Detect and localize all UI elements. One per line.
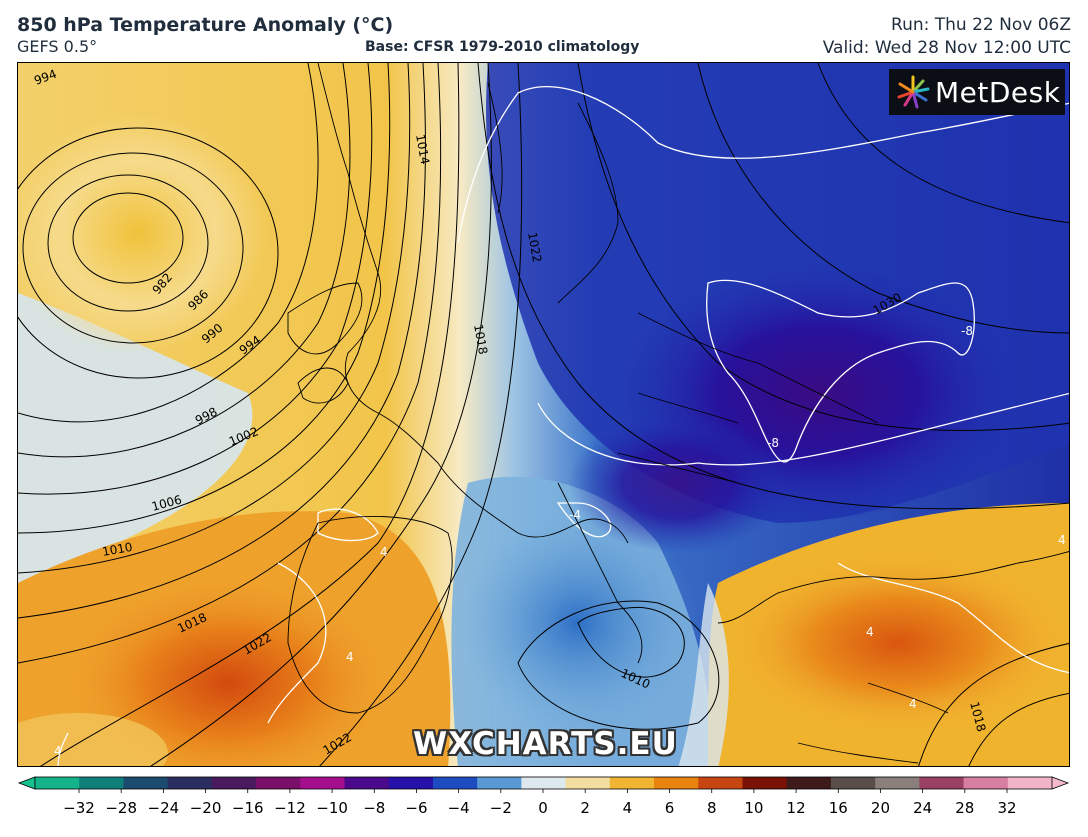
isobar-lines — [18, 63, 1069, 766]
anomaly-label-group: -8 -8 -4 4 4 4 4 4 4 — [54, 324, 1066, 758]
anomaly-label: 4 — [866, 625, 874, 639]
chart-title: 850 hPa Temperature Anomaly (°C) — [17, 14, 394, 36]
colorbar-tick-label: −6 — [405, 799, 427, 817]
colorbar-swatch — [79, 777, 124, 789]
colorbar-tick-label: 0 — [538, 799, 548, 817]
anomaly-label: 4 — [346, 650, 354, 664]
colorbar-swatch — [654, 777, 699, 789]
colorbar-tick-label: 8 — [707, 799, 717, 817]
colorbar-swatch — [1007, 777, 1053, 789]
colorbar-swatch — [300, 777, 346, 789]
valid-time-label: Valid: Wed 28 Nov 12:00 UTC — [822, 38, 1071, 58]
colorbar-frame — [34, 776, 1053, 790]
colorbar-tick-label: −16 — [232, 799, 264, 817]
colorbar-swatch — [344, 777, 390, 789]
colorbar-swatch — [963, 777, 1009, 789]
colorbar-tick-label: −12 — [274, 799, 306, 817]
colorbar-tick-label: −2 — [490, 799, 512, 817]
colorbar-swatch — [565, 777, 611, 789]
logo-text: MetDesk — [935, 75, 1061, 109]
watermark: WXCHARTS.EU — [413, 726, 678, 762]
colorbar-swatch — [698, 777, 743, 789]
anomaly-label: 4 — [380, 545, 388, 559]
colorbar-legend: −32 −28 −24 −20 −16 −12 −10 −8 −6 −4 −2 0 2 4 6 8 10 12 16… — [17, 773, 1070, 833]
colorbar-swatch — [609, 777, 655, 789]
colorbar-tick-label: 12 — [787, 799, 806, 817]
colorbar-swatch — [123, 777, 169, 789]
colorbar-tick-label: 32 — [997, 799, 1016, 817]
colorbar-tick-label: −10 — [316, 799, 348, 817]
metdesk-logo: MetDesk — [889, 69, 1065, 115]
colorbar-tick-label: −20 — [190, 799, 222, 817]
anomaly-label: 4 — [909, 697, 917, 711]
run-time-label: Run: Thu 22 Nov 06Z — [891, 15, 1071, 35]
colorbar-swatch — [521, 777, 567, 789]
colorbar-tick-label: 20 — [871, 799, 890, 817]
anomaly-label: 4 — [1058, 533, 1066, 547]
map-canvas: 994 982 986 990 994 998 1002 1006 1010 1… — [18, 63, 1069, 766]
colorbar-tick-label: −32 — [63, 799, 95, 817]
colorbar-swatch — [742, 777, 788, 789]
colorbar-tick-label: −28 — [105, 799, 137, 817]
colorbar-swatch — [830, 777, 876, 789]
colorbar-swatch — [211, 777, 257, 789]
anomaly-label: 4 — [54, 744, 62, 758]
colorbar-swatch — [167, 777, 213, 789]
isobar-label: 1022 — [525, 231, 544, 264]
colorbar-swatch — [477, 777, 522, 789]
colorbar-swatch — [35, 777, 80, 789]
colorbar-svg: −32 −28 −24 −20 −16 −12 −10 −8 −6 −4 −2 0 2 4 6 8 10 12 16… — [17, 776, 1070, 817]
colorbar-left-arrow — [17, 776, 36, 790]
climatology-base-label: Base: CFSR 1979-2010 climatology — [365, 39, 640, 55]
anomaly-label: -8 — [767, 436, 779, 450]
coastlines — [287, 63, 1069, 764]
colorbar-swatch — [919, 777, 965, 789]
anomaly-label: -8 — [961, 324, 973, 338]
colorbar-tick-label: −4 — [448, 799, 470, 817]
colorbar-tick-label: 24 — [913, 799, 932, 817]
model-label: GEFS 0.5° — [17, 37, 98, 56]
colorbar-tick-label: 28 — [955, 799, 974, 817]
colorbar-tick-label: 16 — [829, 799, 848, 817]
colorbar-tick-label: 2 — [580, 799, 590, 817]
colorbar-right-arrow — [1051, 776, 1070, 790]
isobar-label: 1014 — [413, 133, 432, 166]
colorbar-tick-label: 4 — [623, 799, 633, 817]
colorbar-tick-label: 6 — [665, 799, 675, 817]
isobar-label: 1010 — [101, 540, 134, 559]
anomaly-label: -4 — [569, 508, 581, 522]
colorbar-swatch — [786, 777, 832, 789]
metdesk-starburst-icon — [897, 75, 930, 109]
colorbar-tick-label: −8 — [363, 799, 385, 817]
colorbar-swatch — [875, 777, 920, 789]
anomaly-map[interactable]: 994 982 986 990 994 998 1002 1006 1010 1… — [17, 62, 1070, 767]
isobar-label: 1018 — [471, 323, 490, 356]
colorbar-tick-label: 10 — [744, 799, 763, 817]
colorbar-swatch — [256, 777, 301, 789]
colorbar-swatch — [432, 777, 478, 789]
colorbar-swatch — [388, 777, 434, 789]
colorbar-tick-label: −24 — [148, 799, 180, 817]
